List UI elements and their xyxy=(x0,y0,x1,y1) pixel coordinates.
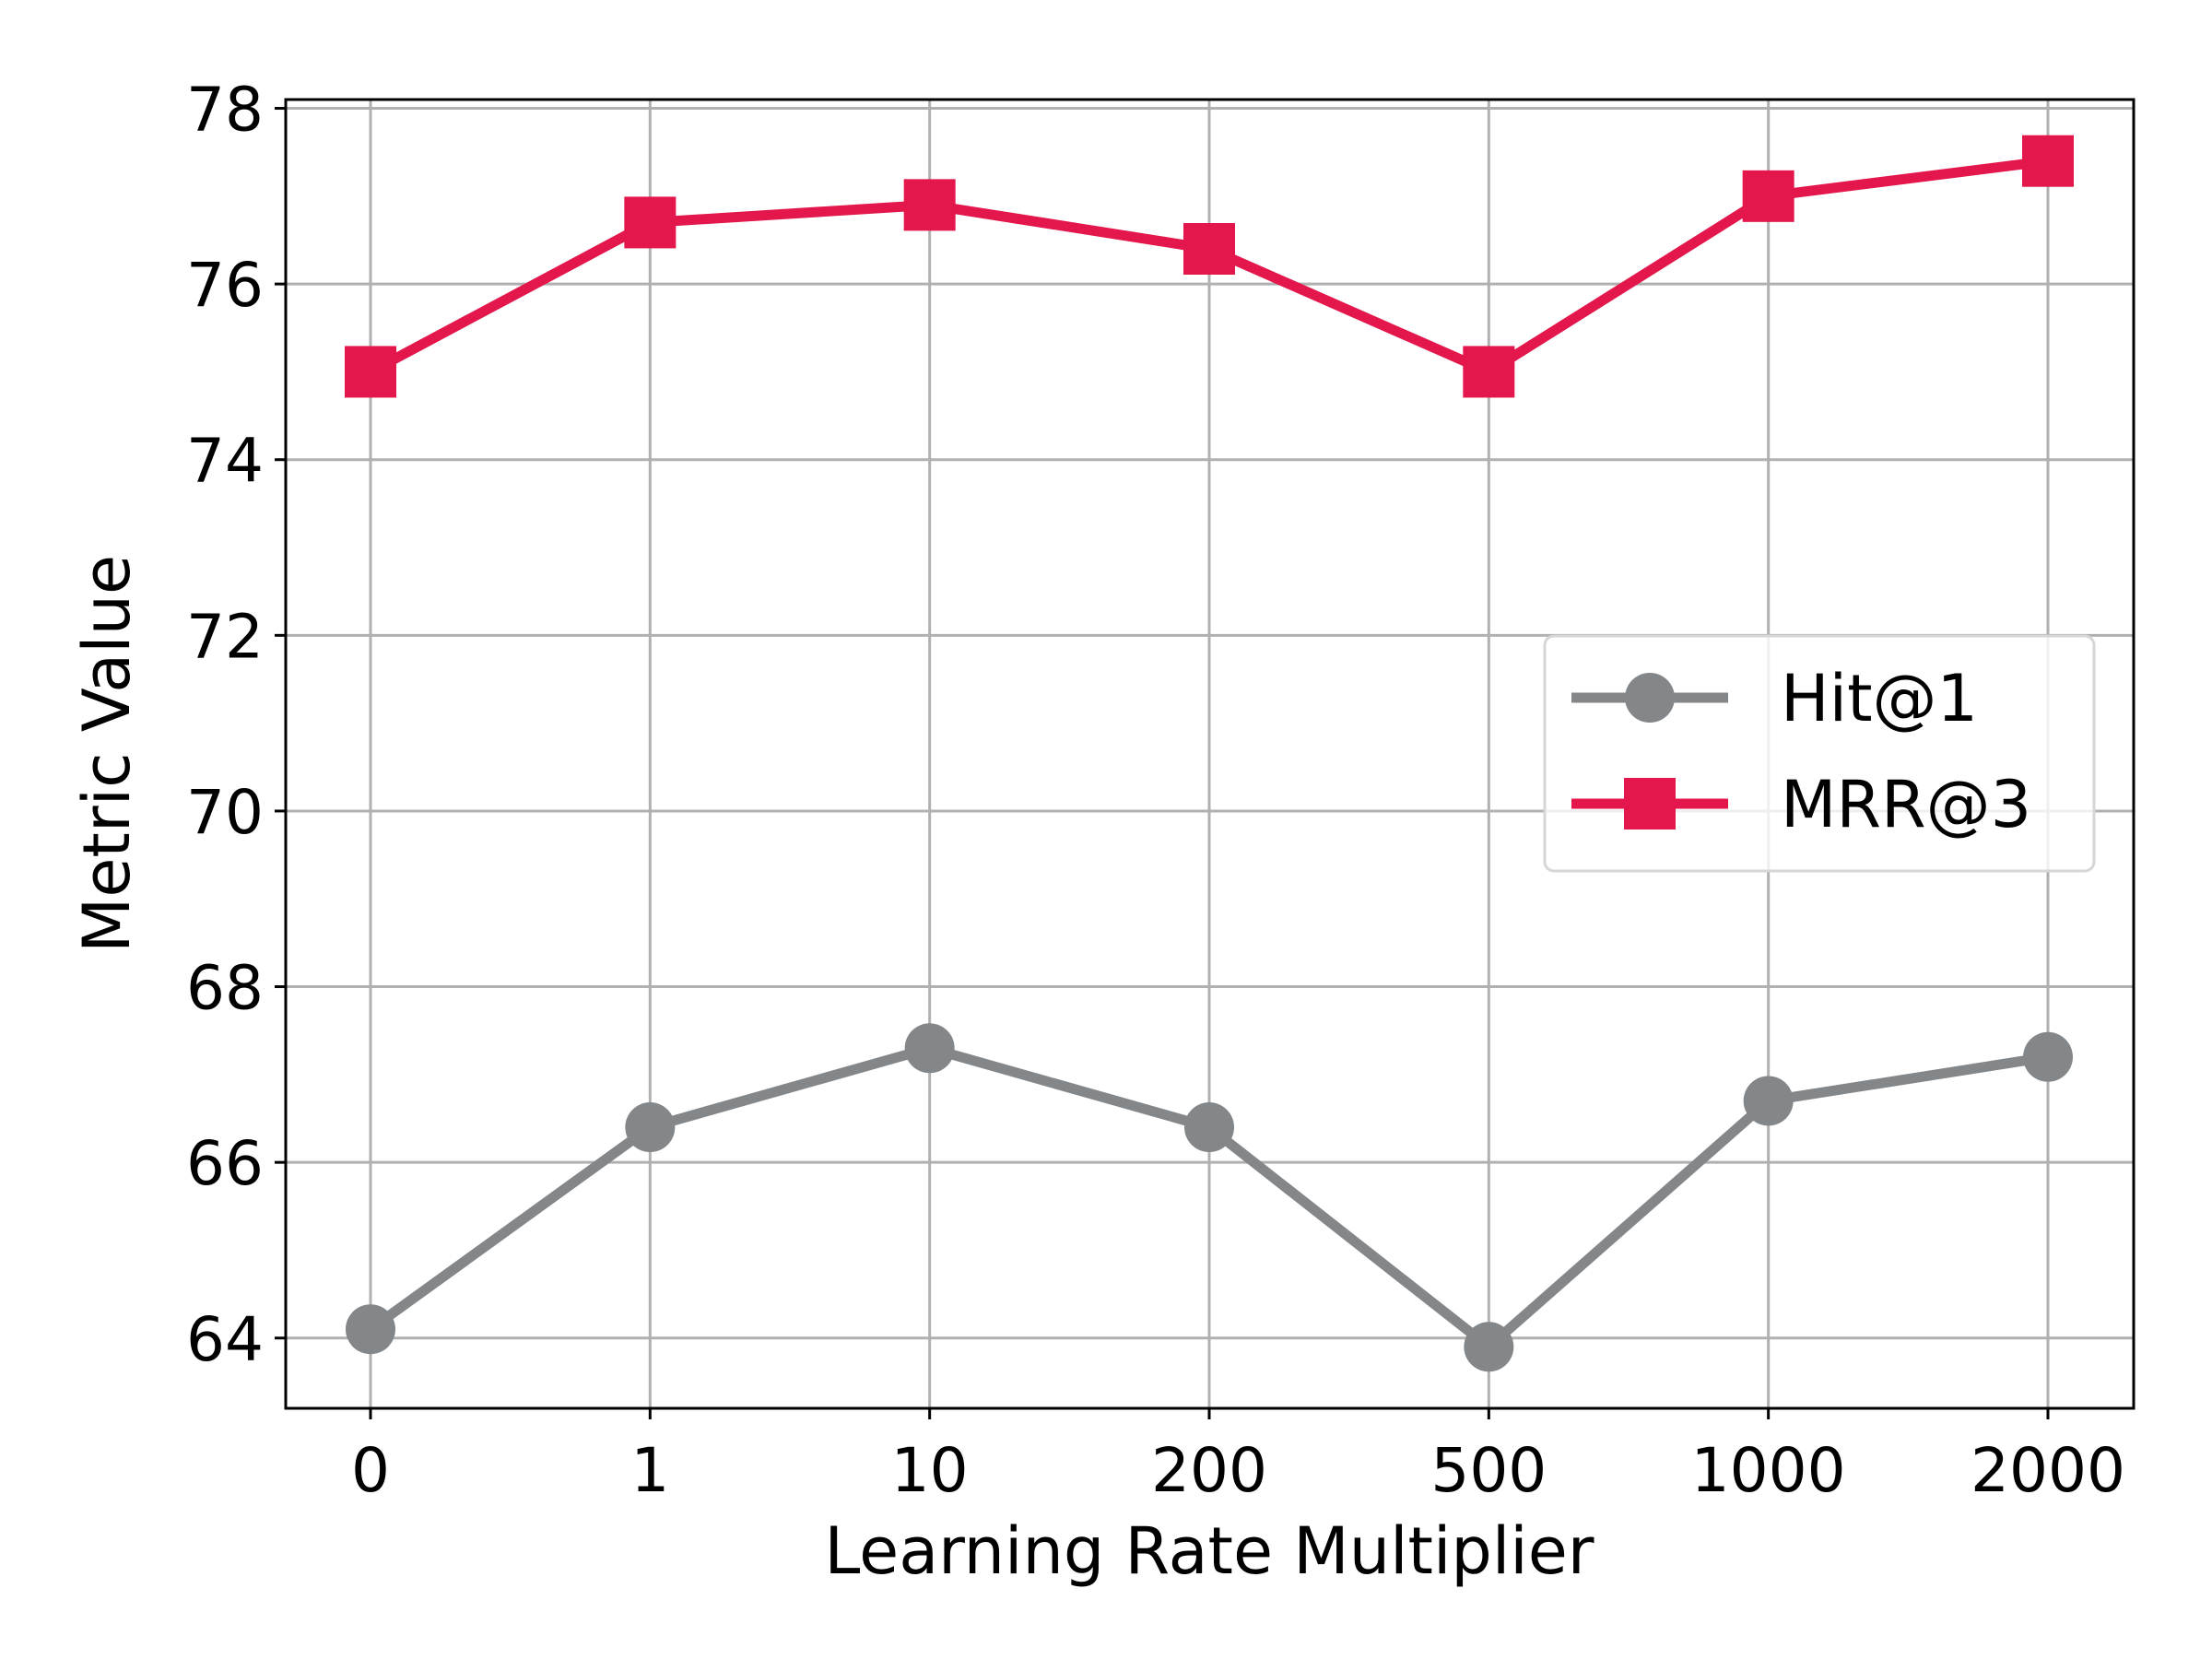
legend-label-hit1: Hit@1 xyxy=(1781,661,1978,736)
y-tick-label: 72 xyxy=(186,601,264,672)
x-tick-label: 500 xyxy=(1430,1435,1547,1506)
data-point-mrr3 xyxy=(345,346,396,398)
x-tick-label: 10 xyxy=(891,1435,969,1506)
data-point-mrr3 xyxy=(1742,170,1794,222)
data-point-mrr3 xyxy=(2022,135,2074,187)
y-tick-label: 78 xyxy=(186,75,264,146)
data-point-hit1 xyxy=(1743,1076,1794,1126)
y-axis-ticks: 64 66 68 70 72 74 76 78 xyxy=(186,75,286,1375)
y-axis-label: Metric Value xyxy=(69,555,145,953)
data-point-hit1 xyxy=(346,1304,395,1355)
data-point-mrr3 xyxy=(624,196,677,249)
x-axis-ticks: 0 1 10 200 500 1000 2000 xyxy=(351,1408,2125,1506)
y-tick-label: 74 xyxy=(186,426,264,497)
x-tick-label: 1 xyxy=(630,1435,669,1506)
y-tick-label: 68 xyxy=(186,953,264,1024)
y-tick-label: 70 xyxy=(186,777,264,848)
legend-marker-mrr3 xyxy=(1624,778,1676,830)
legend: Hit@1 MRR@3 xyxy=(1543,634,2096,873)
data-point-mrr3 xyxy=(1463,346,1515,398)
data-point-mrr3 xyxy=(903,179,956,231)
data-point-hit1 xyxy=(1464,1322,1514,1372)
x-tick-label: 0 xyxy=(351,1435,390,1506)
legend-label-mrr3: MRR@3 xyxy=(1781,767,2031,842)
data-point-hit1 xyxy=(1184,1102,1234,1153)
x-tick-label: 2000 xyxy=(1971,1435,2125,1506)
x-axis-label: Learning Rate Multiplier xyxy=(824,1513,1594,1589)
data-point-hit1 xyxy=(2023,1031,2073,1082)
data-point-hit1 xyxy=(625,1102,676,1153)
data-point-mrr3 xyxy=(1183,223,1235,276)
y-tick-label: 64 xyxy=(186,1304,264,1375)
y-tick-label: 76 xyxy=(186,250,264,321)
y-tick-label: 66 xyxy=(186,1128,264,1199)
x-tick-label: 1000 xyxy=(1691,1435,1846,1506)
series-layer xyxy=(345,135,2074,1372)
data-point-hit1 xyxy=(904,1023,955,1074)
legend-marker-hit1 xyxy=(1625,673,1675,723)
x-tick-label: 200 xyxy=(1151,1435,1267,1506)
